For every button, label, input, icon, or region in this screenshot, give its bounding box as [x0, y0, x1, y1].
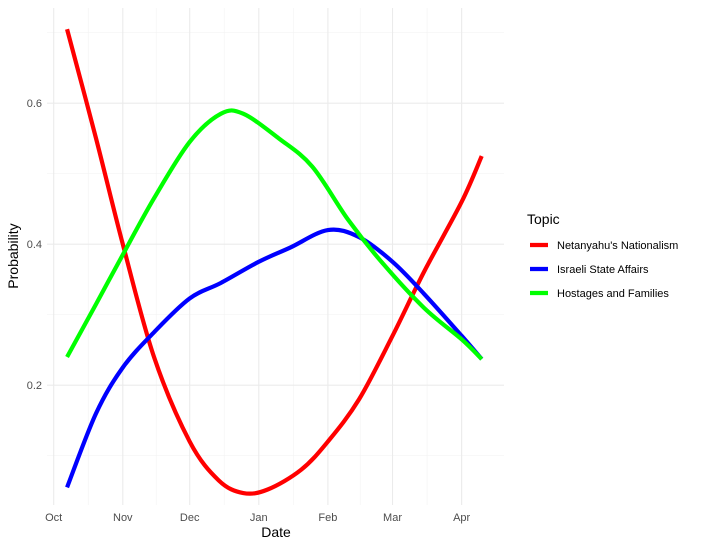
x-tick-labels: Oct Nov Dec Jan Feb Mar Apr	[45, 512, 470, 524]
x-tick-label: Jan	[250, 512, 268, 524]
x-tick-label: Feb	[318, 512, 337, 524]
series-line-hostages-and-families	[65, 108, 484, 361]
y-tick-label: 0.2	[27, 380, 42, 392]
x-tick-label: Mar	[383, 512, 402, 524]
series-lines	[65, 28, 484, 496]
legend-label-israeli-state-affairs: Israeli State Affairs	[557, 264, 649, 276]
major-gridlines	[47, 8, 504, 505]
series-line-netanyahu-s-nationalism	[65, 28, 484, 496]
x-tick-label: Nov	[113, 512, 133, 524]
legend-title: Topic	[527, 211, 560, 227]
y-tick-label: 0.6	[27, 98, 42, 110]
y-tick-label: 0.4	[27, 239, 42, 251]
x-tick-label: Dec	[180, 512, 200, 524]
legend-label-hostages-and-families: Hostages and Families	[557, 288, 669, 300]
legend-label-netanyahu-s-nationalism: Netanyahu's Nationalism	[557, 240, 678, 252]
x-tick-label: Apr	[453, 512, 470, 524]
x-tick-label: Oct	[45, 512, 62, 524]
legend: Topic Netanyahu's Nationalism Israeli Sta…	[527, 211, 678, 300]
series-line-israeli-state-affairs	[65, 227, 484, 489]
legend-items: Netanyahu's Nationalism Israeli State Aff…	[530, 240, 678, 300]
minor-gridlines	[47, 8, 504, 505]
y-tick-labels: 0.2 0.4 0.6	[27, 98, 42, 392]
y-axis-title: Probability	[5, 223, 21, 288]
x-axis-title: Date	[261, 524, 291, 540]
